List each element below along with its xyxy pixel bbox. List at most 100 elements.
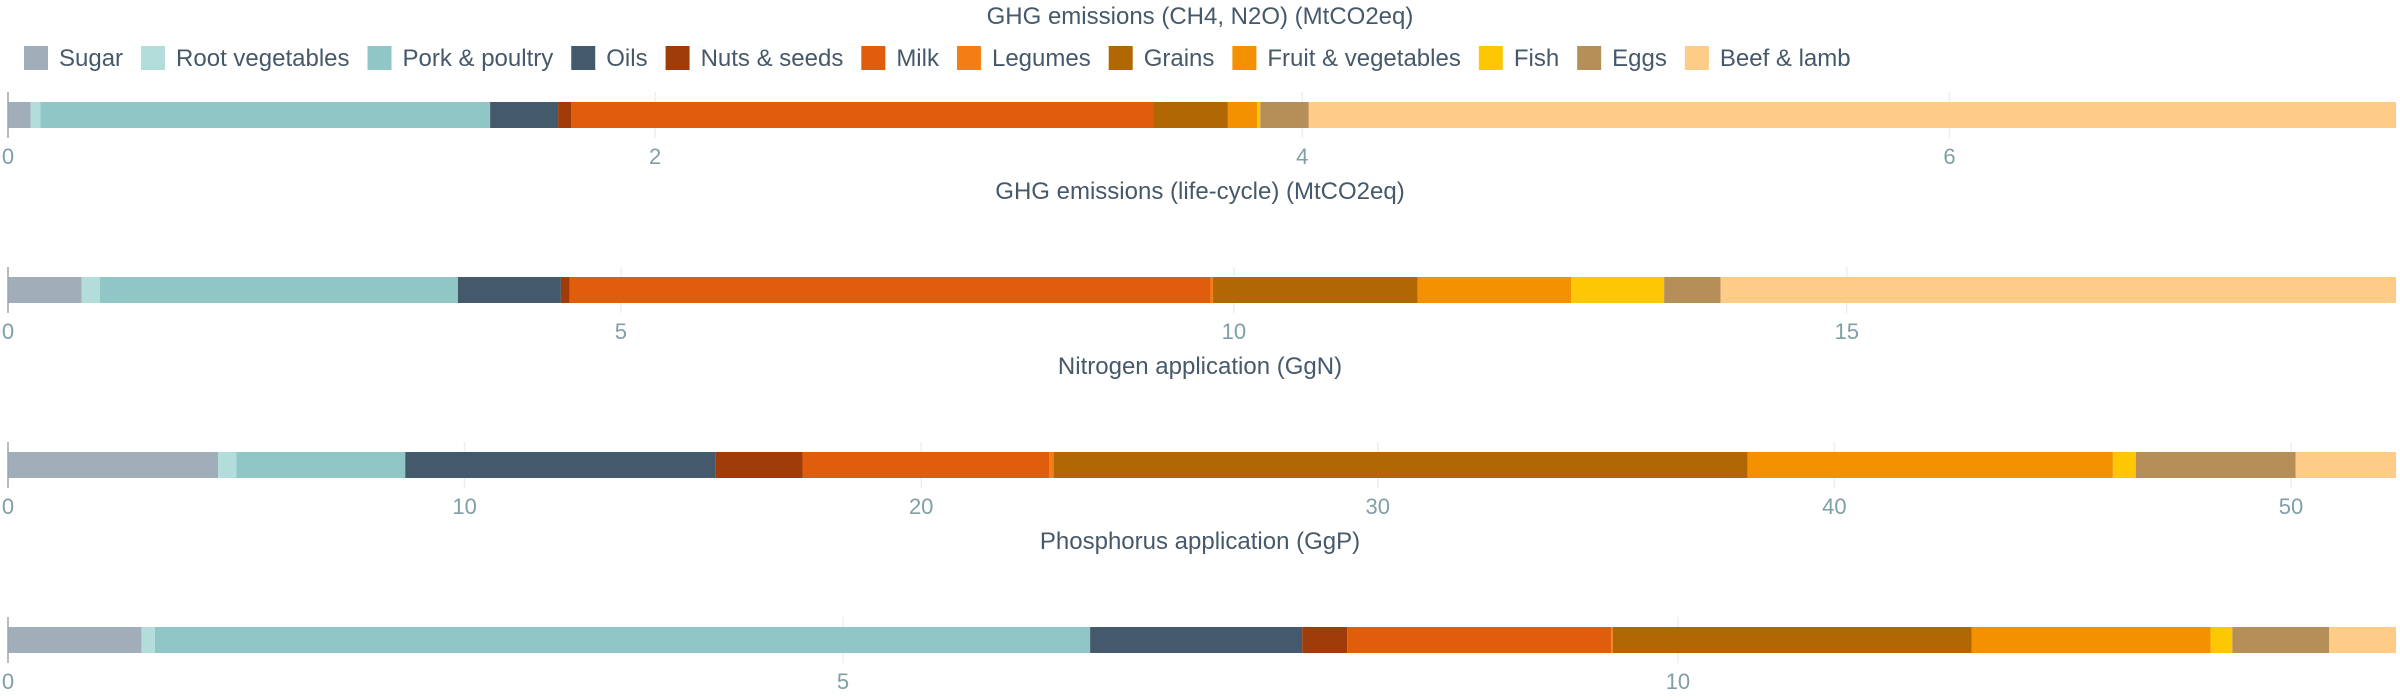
bar-segment-pork-and-poultry[interactable] bbox=[154, 627, 1091, 653]
legend-item-pork-and-poultry[interactable]: Pork & poultry bbox=[367, 45, 554, 72]
legend-item-legumes[interactable]: Legumes bbox=[956, 45, 1091, 72]
panel-title: Phosphorus application (GgP) bbox=[1040, 528, 1360, 555]
legend-swatch bbox=[1108, 46, 1133, 70]
x-tick-label: 10 bbox=[1222, 319, 1246, 344]
bar-segment-beef-and-lamb[interactable] bbox=[1308, 102, 2396, 128]
bar-segment-grains[interactable] bbox=[1053, 452, 1748, 478]
legend-item-root-vegetables[interactable]: Root vegetables bbox=[141, 45, 350, 72]
legend-item-grains[interactable]: Grains bbox=[1108, 45, 1215, 72]
bar-segment-milk[interactable] bbox=[569, 277, 1211, 303]
legend-label: Root vegetables bbox=[176, 45, 349, 72]
x-tick-label: 0 bbox=[2, 669, 14, 694]
bar-segment-sugar[interactable] bbox=[8, 277, 82, 303]
legend-item-eggs[interactable]: Eggs bbox=[1577, 45, 1667, 72]
bar-segment-pork-and-poultry[interactable] bbox=[40, 102, 491, 128]
legend-swatch bbox=[1684, 46, 1709, 70]
x-tick-label: 0 bbox=[2, 319, 14, 344]
bar-segment-legumes[interactable] bbox=[1611, 627, 1613, 653]
legend-swatch bbox=[24, 46, 48, 70]
bar-segment-root-vegetables[interactable] bbox=[30, 102, 41, 128]
x-tick-label: 2 bbox=[649, 144, 661, 169]
bar-segment-oils[interactable] bbox=[1090, 627, 1303, 653]
bar-segment-milk[interactable] bbox=[1347, 627, 1612, 653]
x-tick-label: 30 bbox=[1366, 494, 1390, 519]
legend-label: Milk bbox=[896, 45, 940, 72]
bar-segment-sugar[interactable] bbox=[8, 627, 142, 653]
bar-segment-eggs[interactable] bbox=[1664, 277, 1721, 303]
bar-segment-oils[interactable] bbox=[457, 277, 561, 303]
bar-segment-pork-and-poultry[interactable] bbox=[99, 277, 458, 303]
bar-segment-root-vegetables[interactable] bbox=[218, 452, 237, 478]
x-tick-label: 4 bbox=[1296, 144, 1308, 169]
legend-swatch bbox=[1577, 46, 1602, 70]
panel-title: Nitrogen application (GgN) bbox=[1058, 353, 1342, 380]
x-tick-label: 5 bbox=[615, 319, 627, 344]
bar-segment-fish[interactable] bbox=[1570, 277, 1665, 303]
bar-segment-oils[interactable] bbox=[490, 102, 559, 128]
legend-swatch bbox=[665, 46, 690, 70]
legend-item-nuts-and-seeds[interactable]: Nuts & seeds bbox=[665, 45, 844, 72]
bar-segment-sugar[interactable] bbox=[8, 452, 219, 478]
legend-label: Eggs bbox=[1612, 45, 1667, 72]
bar-segment-fruit-and-vegetables[interactable] bbox=[1227, 102, 1258, 128]
bar-segment-grains[interactable] bbox=[1153, 102, 1228, 128]
bar-segment-fish[interactable] bbox=[1257, 102, 1261, 128]
x-tick-label: 0 bbox=[2, 494, 14, 519]
x-tick-label: 50 bbox=[2279, 494, 2303, 519]
legend-swatch bbox=[141, 46, 166, 70]
legend-item-fruit-and-vegetables[interactable]: Fruit & vegetables bbox=[1232, 45, 1461, 72]
bar-segment-legumes[interactable] bbox=[1049, 452, 1054, 478]
bar-segment-nuts-and-seeds[interactable] bbox=[560, 277, 570, 303]
legend-item-milk[interactable]: Milk bbox=[861, 45, 940, 72]
bar-segment-fish[interactable] bbox=[2112, 452, 2136, 478]
legend-label: Pork & poultry bbox=[403, 45, 554, 72]
bar-segment-milk[interactable] bbox=[571, 102, 1154, 128]
bar-segment-root-vegetables[interactable] bbox=[81, 277, 100, 303]
legend-item-oils[interactable]: Oils bbox=[571, 45, 648, 72]
x-tick-label: 20 bbox=[909, 494, 933, 519]
legend-swatch bbox=[571, 46, 596, 70]
legend-item-beef-and-lamb[interactable]: Beef & lamb bbox=[1684, 45, 1851, 72]
bar-segment-nuts-and-seeds[interactable] bbox=[558, 102, 572, 128]
x-tick-label: 10 bbox=[1666, 669, 1690, 694]
x-tick-label: 10 bbox=[452, 494, 476, 519]
bar-segment-milk[interactable] bbox=[802, 452, 1050, 478]
bar-segment-eggs[interactable] bbox=[2135, 452, 2296, 478]
legend-label: Legumes bbox=[992, 45, 1091, 72]
bar-segment-beef-and-lamb[interactable] bbox=[1720, 277, 2396, 303]
panel-3: Nitrogen application (GgN) 0 10 20 30 40 50 bbox=[2, 353, 2396, 519]
legend: Sugar Root vegetables Pork & poultry Oils Nu… bbox=[24, 45, 1851, 72]
bar-segment-fish[interactable] bbox=[2210, 627, 2233, 653]
legend-swatch bbox=[367, 46, 392, 70]
bar-segment-beef-and-lamb[interactable] bbox=[2329, 627, 2396, 653]
legend-label: Oils bbox=[606, 45, 647, 72]
legend-label: Grains bbox=[1144, 45, 1215, 72]
panel-title: GHG emissions (life-cycle) (MtCO2eq) bbox=[995, 178, 1404, 205]
bar-segment-oils[interactable] bbox=[405, 452, 716, 478]
legend-swatch bbox=[956, 46, 981, 70]
legend-swatch bbox=[861, 46, 886, 70]
bar-segment-legumes[interactable] bbox=[1210, 277, 1214, 303]
legend-label: Fish bbox=[1514, 45, 1559, 72]
bar-segment-nuts-and-seeds[interactable] bbox=[1302, 627, 1348, 653]
legend-item-sugar[interactable]: Sugar bbox=[24, 45, 123, 72]
bar-segment-sugar[interactable] bbox=[8, 102, 31, 128]
bar-segment-fruit-and-vegetables[interactable] bbox=[1747, 452, 2113, 478]
legend-label: Nuts & seeds bbox=[701, 45, 844, 72]
x-tick-label: 15 bbox=[1835, 319, 1859, 344]
bar-segment-eggs[interactable] bbox=[1260, 102, 1309, 128]
bar-segment-nuts-and-seeds[interactable] bbox=[715, 452, 803, 478]
legend-item-fish[interactable]: Fish bbox=[1478, 45, 1559, 72]
bar-segment-eggs[interactable] bbox=[2232, 627, 2330, 653]
legend-swatch bbox=[1478, 46, 1503, 70]
panel-2: GHG emissions (life-cycle) (MtCO2eq) 0 5 10… bbox=[2, 178, 2396, 344]
bar-segment-pork-and-poultry[interactable] bbox=[236, 452, 406, 478]
bar-segment-grains[interactable] bbox=[1213, 277, 1418, 303]
bar-segment-fruit-and-vegetables[interactable] bbox=[1417, 277, 1571, 303]
panel-title: GHG emissions (CH4, N2O) (MtCO2eq) bbox=[987, 3, 1414, 30]
bar-segment-fruit-and-vegetables[interactable] bbox=[1971, 627, 2211, 653]
bar-segment-root-vegetables[interactable] bbox=[141, 627, 155, 653]
bar-segment-beef-and-lamb[interactable] bbox=[2295, 452, 2396, 478]
bar-segment-grains[interactable] bbox=[1612, 627, 1972, 653]
